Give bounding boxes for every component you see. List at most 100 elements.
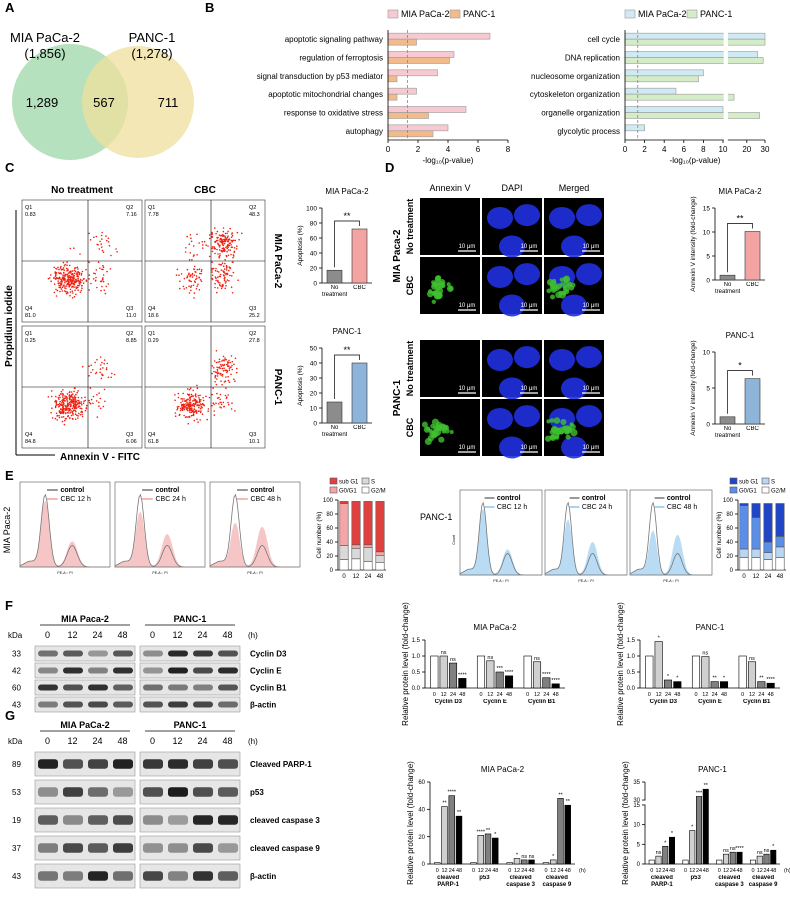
flow-event (75, 267, 77, 269)
bar (495, 671, 504, 689)
flow-event (70, 391, 73, 393)
flow-event (218, 244, 220, 247)
flow-event (221, 383, 223, 386)
flow-event (223, 278, 226, 280)
y-tick-label: 100 (723, 498, 734, 504)
flow-event (58, 410, 61, 413)
flow-event (89, 239, 92, 241)
x-tick-label: 48 (459, 692, 465, 698)
flow-event (199, 407, 202, 410)
flow-event (226, 232, 228, 235)
legend-label: G2/M (771, 489, 786, 495)
flow-event (75, 401, 77, 403)
flow-event (236, 367, 238, 370)
flow-event (55, 399, 57, 402)
bar-segment (739, 548, 749, 558)
flow-event (88, 375, 90, 377)
category-label: regulation of ferroptosis (299, 54, 383, 63)
flow-event (214, 276, 217, 278)
flow-event (72, 412, 74, 415)
flow-event (88, 274, 91, 276)
flow-event (65, 290, 67, 293)
flow-event (79, 291, 82, 294)
venn-count: 1,289 (26, 95, 59, 110)
flow-event (85, 404, 88, 407)
flow-event (50, 280, 52, 283)
bar (654, 641, 663, 689)
quadrant-value: 48.3 (249, 212, 260, 218)
significance: * (658, 636, 661, 642)
flow-event (63, 410, 65, 413)
micrograph (420, 399, 480, 456)
bar-segment (751, 548, 761, 558)
quadrant-name: Q2 (249, 331, 256, 337)
flow-event (218, 234, 221, 236)
flow-event (113, 373, 116, 376)
flow-event (78, 272, 81, 275)
significance: * (772, 844, 775, 850)
flow-event (105, 285, 107, 288)
legend-label: control (156, 487, 180, 494)
significance-bracket (334, 354, 360, 399)
flow-event (187, 407, 189, 410)
x-tick-label: 48 (506, 692, 512, 698)
blot-band (218, 650, 238, 657)
x-tick-label: 0 (742, 574, 746, 580)
nucleus (487, 206, 513, 229)
flow-event (233, 247, 236, 249)
flow-event (62, 416, 65, 418)
flow-event (191, 404, 194, 406)
flow-event (75, 273, 78, 276)
x-tick-label: 0 (684, 868, 687, 874)
flow-event (226, 250, 228, 253)
flow-event (107, 283, 110, 285)
flow-event (190, 393, 193, 396)
flow-event (95, 371, 98, 374)
flow-event (199, 411, 202, 414)
bar (470, 862, 477, 865)
flow-event (103, 363, 105, 365)
flow-event (219, 401, 221, 404)
x-tick-label: 12 (689, 868, 695, 874)
flow-event (99, 407, 102, 410)
x-tick-label: 12 (723, 868, 729, 874)
flow-event (224, 232, 227, 235)
x-tick-label: 24 (521, 868, 527, 874)
legend-swatch (361, 486, 370, 494)
flow-event (102, 405, 105, 408)
x-tick-label: CBC (746, 282, 759, 288)
panel-label: F (5, 598, 13, 613)
bar (351, 228, 368, 284)
flow-event (84, 396, 86, 399)
flow-event (105, 368, 108, 371)
blot-strip (139, 679, 241, 696)
flow-event (72, 292, 74, 294)
flow-event (110, 254, 112, 257)
flow-event (221, 360, 223, 362)
y-tick-label: 10 (310, 405, 318, 412)
bar (523, 655, 532, 689)
flow-event (225, 376, 227, 378)
flow-event (99, 267, 101, 270)
histogram-control (544, 501, 627, 576)
flow-event (198, 276, 200, 279)
flow-event (56, 277, 59, 280)
flow-event (188, 405, 191, 408)
flow-event (58, 406, 60, 408)
flow-event (66, 411, 69, 414)
flow-event (188, 415, 191, 418)
flow-event (214, 377, 216, 379)
x-tick-label: CBC (746, 426, 759, 432)
annexin-signal (553, 427, 559, 433)
flow-event (102, 280, 105, 283)
flow-event (81, 413, 83, 416)
group-label: cleaved caspase 9 (749, 875, 778, 888)
flow-event (186, 276, 189, 279)
flow-event (182, 404, 185, 407)
flow-event (219, 275, 221, 278)
flow-event (177, 392, 180, 395)
flow-event (225, 267, 228, 269)
flow-event (100, 246, 103, 248)
scale-bar-label: 10 μm (583, 445, 600, 451)
flow-event (69, 288, 72, 291)
